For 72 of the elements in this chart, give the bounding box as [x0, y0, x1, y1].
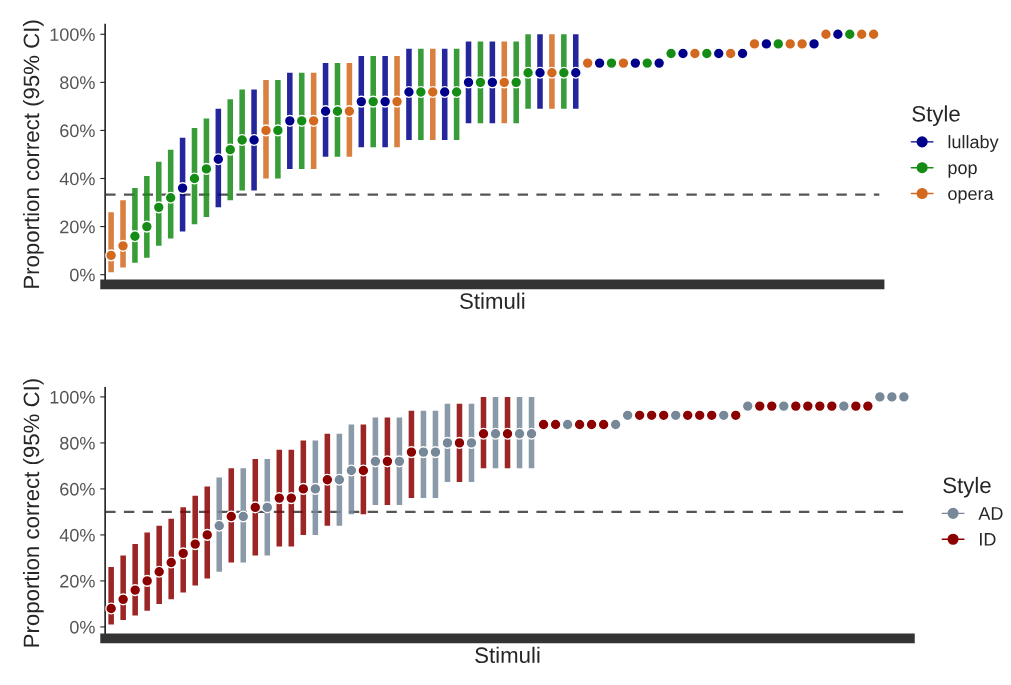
point	[831, 28, 844, 41]
point	[819, 28, 833, 41]
point	[537, 418, 550, 431]
point	[549, 418, 562, 431]
point	[561, 418, 574, 431]
point	[188, 172, 201, 185]
point	[676, 47, 690, 60]
point	[236, 133, 249, 147]
y-tick-label: 100%	[50, 28, 95, 41]
legend-label: ID	[980, 533, 996, 546]
legend-label: lullaby	[948, 135, 999, 152]
point	[453, 436, 466, 449]
point	[465, 436, 478, 449]
point	[285, 492, 298, 505]
point	[438, 85, 451, 99]
point	[200, 162, 213, 175]
point	[513, 427, 526, 440]
y-tick-label: 20%	[60, 220, 95, 234]
point	[117, 593, 130, 606]
point	[116, 239, 130, 252]
point	[474, 76, 487, 89]
point	[405, 446, 418, 459]
point	[462, 76, 475, 89]
point	[573, 418, 586, 431]
point	[426, 85, 439, 99]
point	[545, 66, 559, 79]
point	[176, 182, 189, 195]
y-tick-label: 0%	[70, 620, 95, 634]
point	[629, 57, 642, 70]
point	[247, 133, 261, 147]
y-tick-label: 60%	[60, 124, 95, 138]
legend-label: AD	[978, 507, 1003, 520]
y-tick-label: 20%	[60, 574, 95, 588]
point	[489, 427, 502, 440]
point	[164, 191, 177, 204]
y-tick-label: 80%	[60, 436, 95, 450]
point	[319, 105, 332, 118]
y-tick-label: 40%	[59, 528, 95, 542]
point	[477, 427, 490, 440]
point	[605, 57, 618, 70]
point	[522, 66, 535, 79]
point	[533, 66, 547, 79]
point	[390, 95, 404, 108]
point	[414, 85, 427, 99]
x-axis-title: Stimuli	[460, 292, 525, 309]
legend-label: opera	[948, 190, 994, 204]
point	[259, 124, 273, 137]
point	[297, 482, 310, 495]
legend-title: Style	[912, 105, 960, 127]
point	[501, 427, 514, 440]
y-tick-label: 0%	[70, 268, 95, 282]
point	[381, 455, 394, 468]
y-tick-label: 80%	[60, 76, 95, 90]
y-tick-label: 40%	[59, 172, 95, 186]
point	[249, 501, 262, 514]
legend-label: pop	[948, 164, 977, 178]
y-tick-label: 100%	[50, 390, 95, 404]
point	[450, 85, 463, 99]
point	[331, 105, 344, 118]
point	[402, 85, 416, 99]
point	[736, 47, 749, 60]
x-axis-title: Stimuli	[475, 646, 540, 664]
point	[807, 37, 821, 50]
y-axis-title: Proportion correct (95% CI)	[22, 379, 44, 647]
point	[593, 57, 606, 70]
legend-title: Style	[943, 476, 991, 498]
y-tick-label: 60%	[60, 482, 95, 496]
point	[525, 427, 538, 440]
point	[165, 556, 178, 569]
point	[664, 47, 678, 60]
point	[128, 230, 142, 243]
y-axis-title: Proportion correct (95% CI)	[22, 20, 44, 288]
